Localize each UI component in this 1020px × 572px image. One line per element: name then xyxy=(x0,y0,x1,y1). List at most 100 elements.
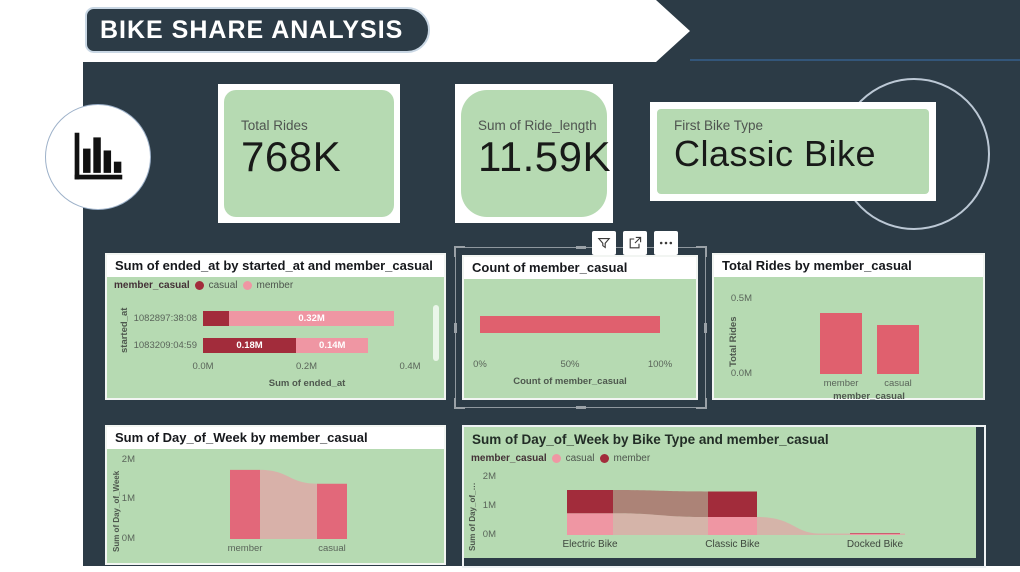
bar-segment-member[interactable]: 0.32M xyxy=(228,311,395,326)
column-member-Docked Bike[interactable] xyxy=(850,532,900,534)
focus-mode-icon[interactable] xyxy=(623,231,647,255)
category-label: member xyxy=(823,378,859,389)
bar-member-casual[interactable] xyxy=(480,316,660,333)
y-tick-label: 0M xyxy=(482,529,496,540)
ribbon-column-member[interactable] xyxy=(230,469,260,539)
more-options-icon[interactable] xyxy=(654,231,678,255)
filter-icon[interactable] xyxy=(592,231,616,255)
y-tick-label: 2M xyxy=(482,471,496,482)
x-tick-label: 0.0M xyxy=(192,361,214,372)
bar-segment-member[interactable]: 0.14M xyxy=(296,338,369,353)
legend: member_casual casual member xyxy=(471,453,651,464)
column-casual-Electric Bike[interactable] xyxy=(567,513,613,535)
bar-chart-icon xyxy=(45,104,151,210)
column-member-Electric Bike[interactable] xyxy=(567,490,613,514)
column-casual[interactable] xyxy=(877,324,919,374)
kpi-card-total-rides[interactable]: Total Rides 768K xyxy=(218,84,400,223)
legend-label: casual xyxy=(565,453,595,464)
kpi-value: 768K xyxy=(241,133,342,180)
x-axis-title: Count of member_casual xyxy=(513,376,627,387)
column-casual-Docked Bike[interactable] xyxy=(850,533,900,535)
x-tick-label: 0% xyxy=(473,359,487,370)
legend-dot-member xyxy=(242,281,252,290)
x-axis-title: Sum of ended_at xyxy=(268,378,346,389)
bar-value-label: 0.14M xyxy=(319,340,346,351)
y-axis-title: started_at xyxy=(119,307,130,353)
selection-handle[interactable] xyxy=(704,322,707,333)
category-label: 1082897:38:08 xyxy=(133,313,197,324)
category-label: member xyxy=(227,543,263,554)
y-tick-label: 1M xyxy=(482,500,496,511)
category-label: Docked Bike xyxy=(846,539,904,550)
column-casual-Classic Bike[interactable] xyxy=(708,517,757,535)
kpi-card-first-bike-type[interactable]: First Bike Type Classic Bike xyxy=(650,102,936,201)
chart-ended-at-by-started-at[interactable]: Sum of ended_at by started_at and member… xyxy=(105,253,446,400)
legend-dot-member xyxy=(599,454,609,463)
selection-handle[interactable] xyxy=(575,406,586,409)
chart-title: Sum of ended_at by started_at and member… xyxy=(107,255,444,277)
chart-title: Sum of Day_of_Week by member_casual xyxy=(107,427,444,449)
ribbon-column-casual[interactable] xyxy=(317,483,347,539)
legend-dot-casual xyxy=(551,454,561,463)
y-tick-label: 0M xyxy=(121,533,135,544)
legend-dot-casual xyxy=(194,281,204,290)
selection-handle[interactable] xyxy=(575,246,586,249)
bar-segment-casual[interactable]: 0.18M xyxy=(203,338,297,353)
y-axis-title: Sum of Day_of_Week xyxy=(112,470,121,552)
y-tick-label: 2M xyxy=(121,454,135,465)
selection-handle[interactable] xyxy=(454,398,465,409)
category-label: Classic Bike xyxy=(705,539,760,550)
ribbon-connector[interactable] xyxy=(260,469,317,539)
bar-chart-icon-glyph xyxy=(74,132,123,180)
category-label: 1083209:04:59 xyxy=(133,340,197,351)
kpi-value: 11.59K xyxy=(478,133,611,180)
x-tick-label: 0.4M xyxy=(399,361,421,372)
x-tick-label: 50% xyxy=(560,359,580,370)
bar-value-label: 0.32M xyxy=(298,313,325,324)
kpi-label: Total Rides xyxy=(241,118,308,133)
selection-handle[interactable] xyxy=(454,246,465,257)
kpi-value: Classic Bike xyxy=(674,133,877,174)
visual-selection-frame[interactable] xyxy=(454,246,707,409)
ribbon-casual[interactable] xyxy=(757,517,905,535)
kpi-card-ride-length[interactable]: Sum of Ride_length 11.59K xyxy=(455,84,613,223)
ribbon-casual[interactable] xyxy=(613,513,708,535)
category-label: Electric Bike xyxy=(562,539,618,550)
legend: member_casual casual member xyxy=(114,280,294,291)
x-tick-label: 0.2M xyxy=(295,361,318,372)
header-arrow-shape xyxy=(656,0,1020,62)
scrollbar[interactable] xyxy=(433,305,439,361)
chart-count-member-casual[interactable]: Count of member_casual 0% 50% 100% Count of… xyxy=(462,255,698,400)
category-label: casual xyxy=(884,378,912,389)
x-axis-title: member_casual xyxy=(833,391,905,402)
banner: BIKE SHARE ANALYSIS xyxy=(85,7,430,53)
visual-toolbar xyxy=(592,231,678,255)
bar-segment-casual[interactable] xyxy=(203,311,229,326)
legend-label: member xyxy=(613,453,651,464)
selection-handle[interactable] xyxy=(454,322,457,333)
chart-title: Count of member_casual xyxy=(464,257,696,279)
chart-day-of-week-by-bike-type[interactable]: Sum of Day_of_Week by Bike Type and memb… xyxy=(462,425,986,568)
selection-handle[interactable] xyxy=(696,246,707,257)
column-member-Classic Bike[interactable] xyxy=(708,491,757,518)
chart-day-of-week-by-member-casual[interactable]: Sum of Day_of_Week by member_casual memb… xyxy=(105,425,446,565)
bar-value-label: 0.18M xyxy=(236,340,263,351)
ribbon-member[interactable] xyxy=(613,490,708,518)
y-axis-title: Total Rides xyxy=(728,316,739,368)
y-tick-label: 0.5M xyxy=(730,293,752,304)
chart-total-rides-by-member-casual[interactable]: Total Rides by member_casual member casua… xyxy=(712,253,985,402)
legend-label: member xyxy=(256,280,294,291)
y-axis-title: Sum of Day_of_… xyxy=(468,482,477,551)
chart-title: Sum of Day_of_Week by Bike Type and memb… xyxy=(472,432,829,447)
chart-title: Total Rides by member_casual xyxy=(714,255,983,277)
y-tick-label: 0.0M xyxy=(730,368,752,379)
column-member[interactable] xyxy=(820,312,862,374)
kpi-label: Sum of Ride_length xyxy=(478,118,597,133)
legend-label: casual xyxy=(208,280,238,291)
y-tick-label: 1M xyxy=(121,493,135,504)
selection-handle[interactable] xyxy=(696,398,707,409)
x-tick-label: 100% xyxy=(647,359,673,370)
kpi-label: First Bike Type xyxy=(674,118,764,133)
page-title: BIKE SHARE ANALYSIS xyxy=(100,15,404,44)
